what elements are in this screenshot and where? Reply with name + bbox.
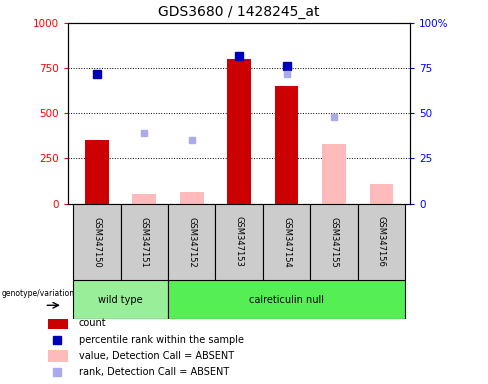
Bar [73,204,121,280]
Text: GSM347152: GSM347152 [187,217,196,267]
Text: rank, Detection Call = ABSENT: rank, Detection Call = ABSENT [79,367,229,377]
Text: GSM347151: GSM347151 [140,217,149,267]
Bar [168,204,215,280]
Text: genotype/variation: genotype/variation [1,289,75,298]
Bar [358,204,405,280]
Bar [48,318,67,329]
Bar [322,144,346,204]
Bar [227,59,251,204]
Bar [168,280,405,319]
Bar [310,204,358,280]
Bar [215,204,263,280]
Text: value, Detection Call = ABSENT: value, Detection Call = ABSENT [79,351,234,361]
Text: GSM347156: GSM347156 [377,217,386,267]
Bar [369,184,393,204]
Bar [85,141,109,204]
Bar [275,86,299,204]
Bar [132,194,156,204]
Text: GSM347154: GSM347154 [282,217,291,267]
Text: wild type: wild type [98,295,143,305]
Text: GSM347150: GSM347150 [92,217,102,267]
Bar [121,204,168,280]
Bar [73,280,168,319]
Text: calreticulin null: calreticulin null [249,295,324,305]
Title: GDS3680 / 1428245_at: GDS3680 / 1428245_at [159,5,320,19]
Text: count: count [79,318,106,328]
Text: GSM347153: GSM347153 [235,217,244,267]
Text: GSM347155: GSM347155 [329,217,339,267]
Bar [263,204,310,280]
Bar [180,192,203,204]
Bar [48,350,67,362]
Text: percentile rank within the sample: percentile rank within the sample [79,334,244,344]
